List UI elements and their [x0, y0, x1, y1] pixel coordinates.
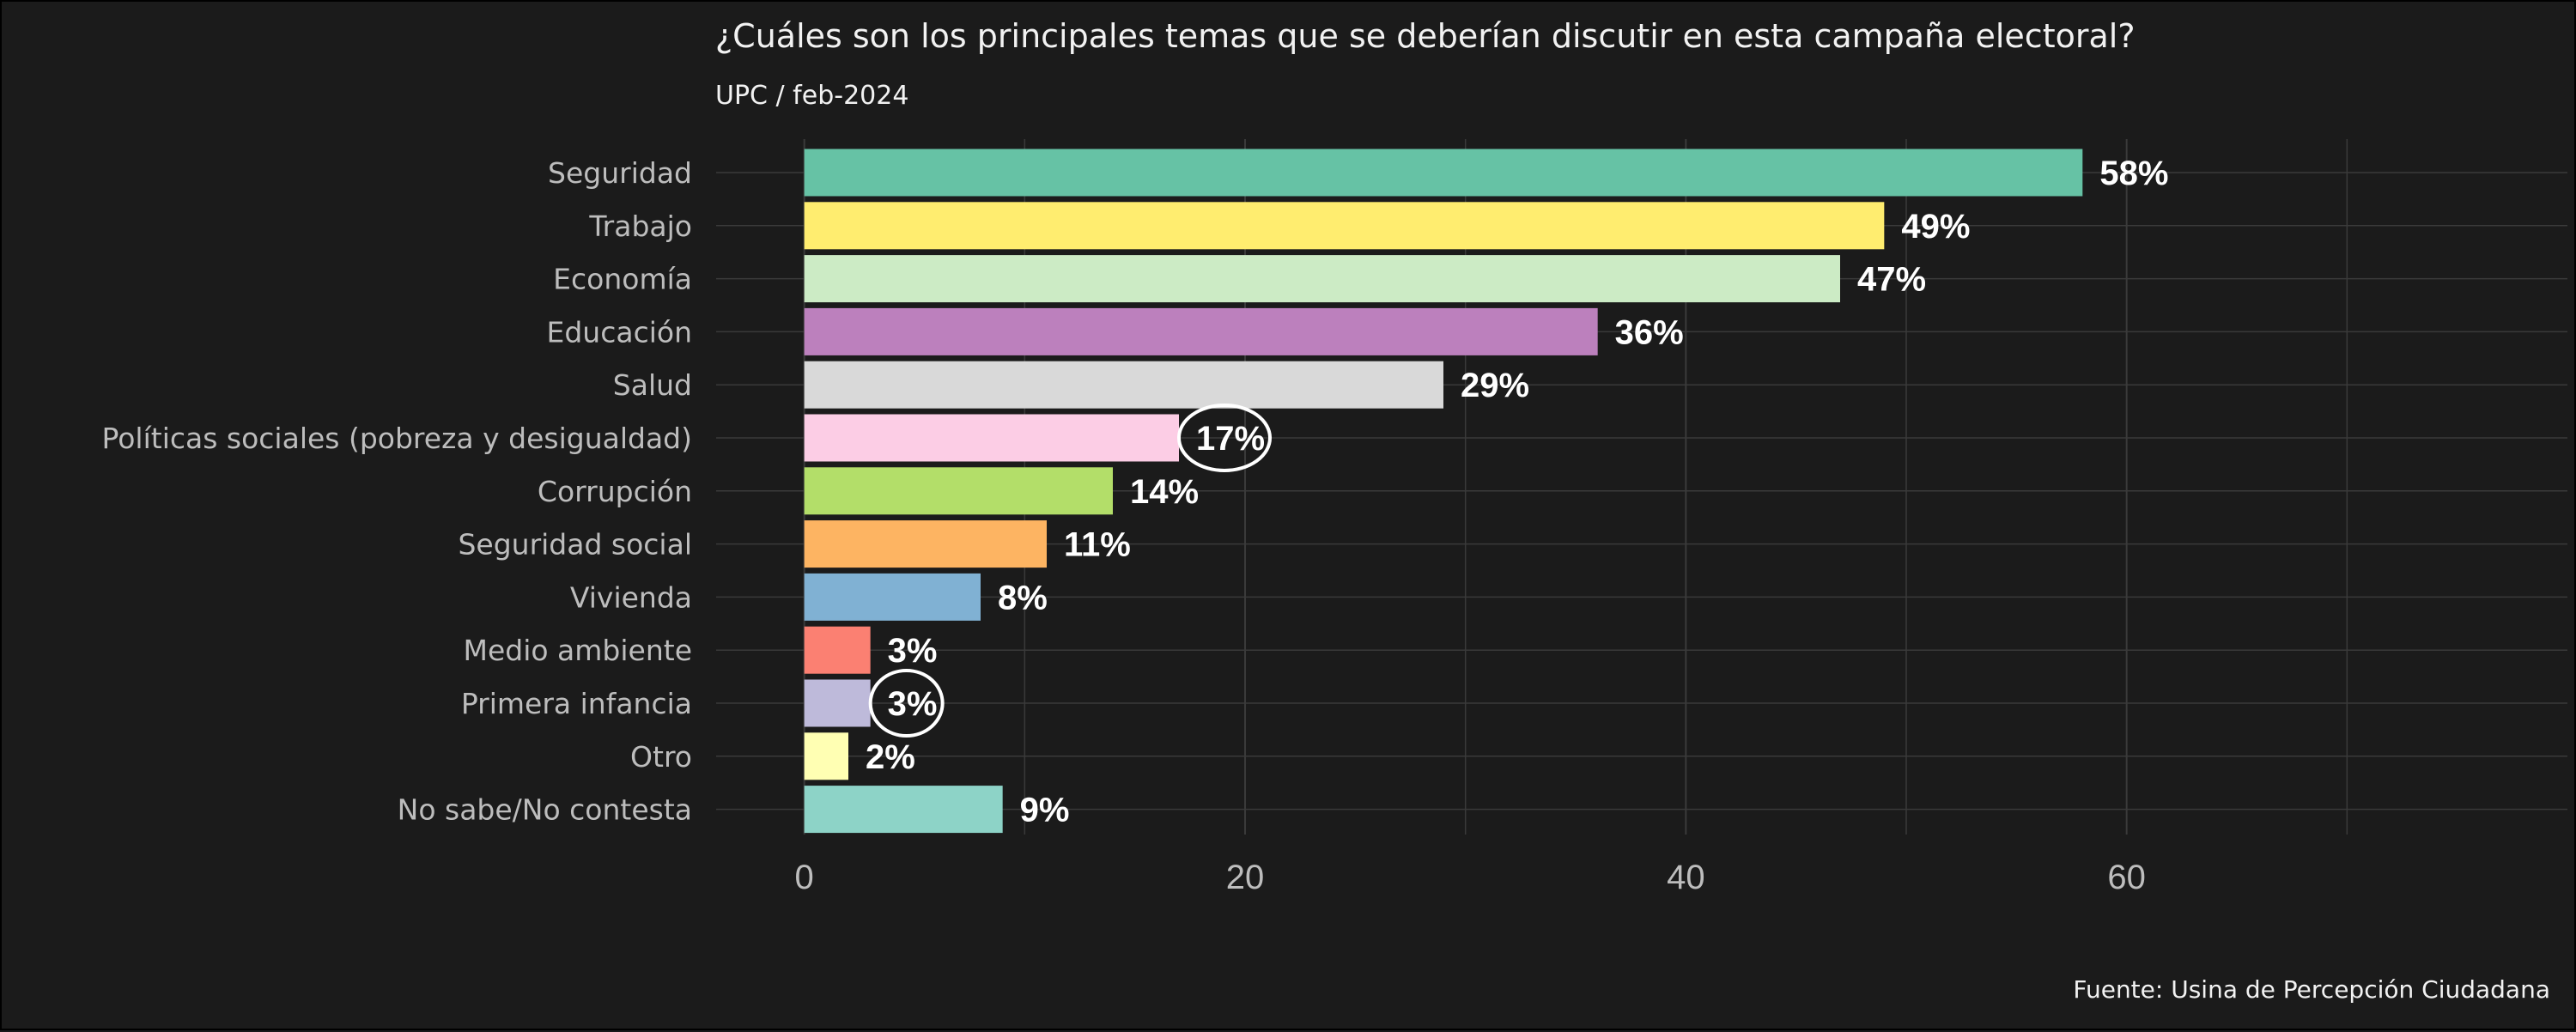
chart-caption: Fuente: Usina de Percepción Ciudadana	[2073, 975, 2550, 1004]
bar	[804, 732, 848, 780]
value-label: 2%	[866, 738, 915, 776]
category-label: Medio ambiente	[463, 634, 692, 667]
bar	[804, 361, 1443, 409]
value-label: 11%	[1064, 526, 1131, 564]
category-label: Salud	[613, 368, 692, 402]
value-label: 29%	[1461, 367, 1529, 404]
category-label: Economía	[553, 263, 692, 296]
value-label: 14%	[1130, 473, 1199, 511]
value-label: 58%	[2099, 155, 2168, 192]
category-label: Trabajo	[588, 209, 692, 243]
category-label: Vivienda	[570, 580, 692, 614]
category-labels: Seguridad Trabajo Economía Educación Salud Po…	[102, 156, 693, 827]
bar	[804, 414, 1179, 462]
bar	[804, 467, 1113, 515]
bar	[804, 573, 981, 621]
value-label: 36%	[1615, 313, 1684, 351]
chart-subtitle: UPC / feb-2024	[715, 81, 909, 111]
bar	[804, 520, 1047, 568]
highlight-ellipse	[1177, 404, 1272, 472]
bar	[804, 202, 1885, 250]
bar	[804, 149, 2083, 197]
category-label: Otro	[630, 740, 692, 774]
category-label: Corrupción	[538, 475, 692, 508]
x-tick-label: 20	[1226, 859, 1265, 896]
value-label: 9%	[1020, 792, 1070, 829]
category-label: Primera infancia	[461, 687, 692, 720]
bars	[804, 149, 2083, 834]
gridlines	[716, 139, 2567, 835]
category-label: Seguridad	[548, 156, 692, 190]
category-label: Educación	[547, 315, 693, 349]
bar	[804, 255, 1840, 303]
category-label: Seguridad social	[458, 528, 692, 562]
value-label: 3%	[888, 685, 938, 723]
category-label: No sabe/No contesta	[398, 793, 692, 827]
bar	[804, 679, 871, 727]
value-label: 8%	[998, 579, 1048, 616]
chart-title: ¿Cuáles son los principales temas que se…	[715, 17, 2136, 55]
value-label: 17%	[1196, 420, 1265, 458]
x-tick-label: 40	[1667, 859, 1705, 896]
bar	[804, 786, 1003, 834]
x-tick-label: 60	[2107, 859, 2146, 896]
value-labels: 58% 49% 47% 36% 29% 17% 14% 11% 8% 3% 3% 2% 9%	[866, 155, 2168, 829]
x-tick-label: 0	[795, 859, 814, 896]
x-axis-ticks: 0 20 40 60	[795, 859, 2146, 896]
value-label: 47%	[1857, 261, 1926, 299]
category-label: Políticas sociales (pobreza y desigualda…	[102, 422, 693, 455]
bar	[804, 626, 871, 674]
value-label: 3%	[888, 632, 938, 670]
highlight-ellipse	[868, 669, 945, 738]
bar	[804, 307, 1598, 355]
value-label: 49%	[1901, 208, 1970, 246]
